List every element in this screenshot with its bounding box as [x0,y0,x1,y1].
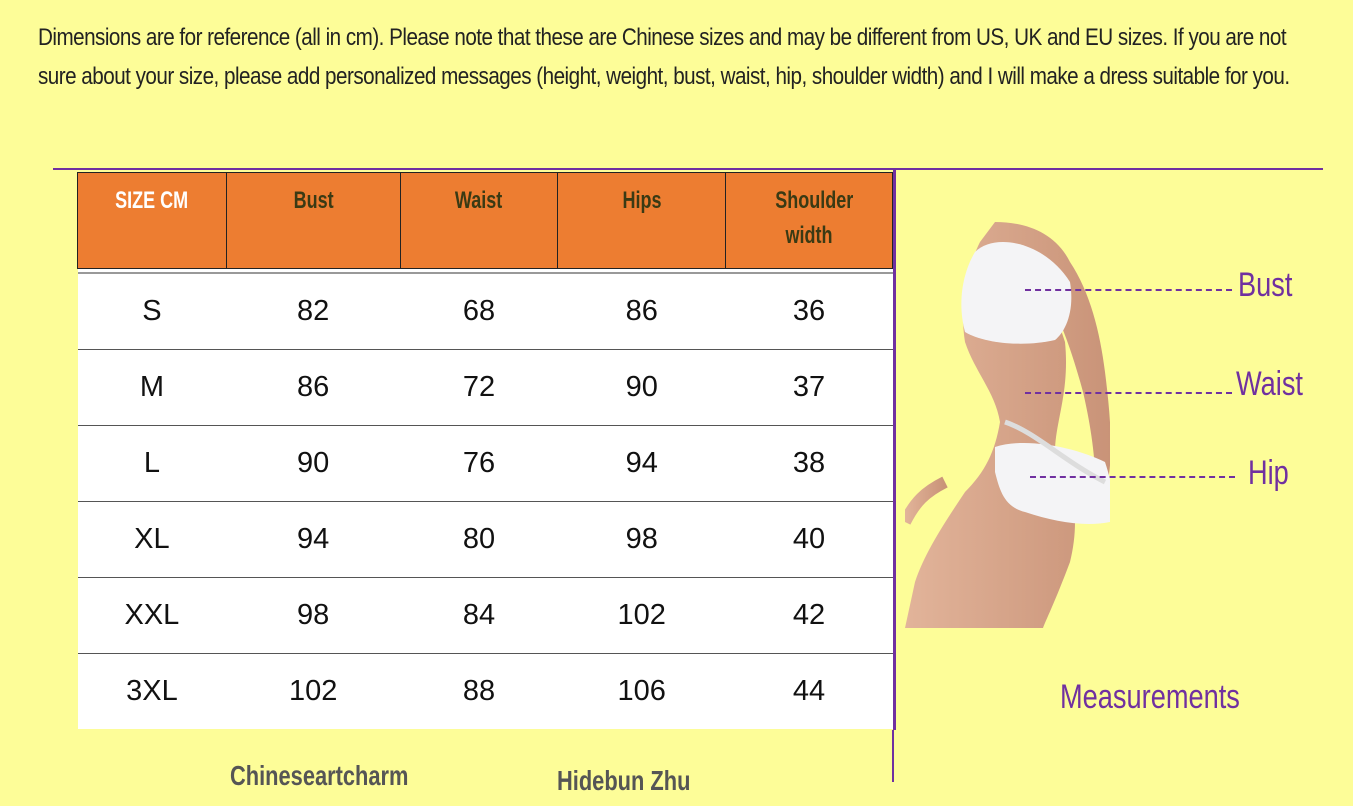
table-cell: 68 [400,273,558,350]
table-row: M 86 72 90 37 [77,349,893,426]
divider-horizontal [53,168,1323,170]
hip-label: Hip [1248,454,1289,492]
table-row: XL 94 80 98 40 [77,501,893,578]
hip-line [1030,476,1235,478]
table-cell: 40 [725,501,893,578]
waist-label: Waist [1236,365,1303,403]
table-cell: 42 [725,577,893,654]
body-measurement-illustration [905,222,1110,628]
table-cell: 98 [557,501,726,578]
table-header-row: SIZE CM Bust Waist Hips Shoulder width [77,172,893,269]
table-cell: 37 [725,349,893,426]
table-cell: 88 [400,653,558,729]
size-table: SIZE CM Bust Waist Hips Shoulder width S… [77,172,893,729]
table-cell: S [77,273,227,350]
table-cell: 3XL [77,653,227,729]
table-cell: L [77,425,227,502]
table-row: L 90 76 94 38 [77,425,893,502]
waist-line [1025,392,1232,394]
table-cell: M [77,349,227,426]
table-cell: 90 [226,425,401,502]
table-cell: 102 [557,577,726,654]
table-cell: 82 [226,273,401,350]
table-cell: 94 [226,501,401,578]
table-cell: XXL [77,577,227,654]
header-shoulder: Shoulder width [725,172,893,269]
table-cell: 86 [557,273,726,350]
table-cell: XL [77,501,227,578]
table-cell: 44 [725,653,893,729]
table-cell: 106 [557,653,726,729]
footer-author: Hidebun Zhu [557,765,691,796]
table-row: S 82 68 86 36 [77,273,893,350]
bust-line [1025,289,1232,291]
table-cell: 36 [725,273,893,350]
header-size: SIZE CM [77,172,227,269]
intro-text: Dimensions are for reference (all in cm)… [38,24,1290,90]
header-hips: Hips [557,172,727,269]
divider-vertical [893,170,896,730]
table-cell: 84 [400,577,558,654]
table-row: XXL 98 84 102 42 [77,577,893,654]
measurements-caption: Measurements [1060,678,1240,716]
table-cell: 80 [400,501,558,578]
table-cell: 86 [226,349,401,426]
table-cell: 94 [557,425,726,502]
table-cell: 102 [226,653,401,729]
table-row: 3XL 102 88 106 44 [77,653,893,729]
header-waist: Waist [399,172,559,269]
header-bust: Bust [225,172,401,269]
divider-vertical-lower [892,730,894,782]
table-cell: 98 [226,577,401,654]
table-cell: 76 [400,425,558,502]
table-cell: 38 [725,425,893,502]
footer-brand: Chineseartcharm [230,760,409,791]
table-cell: 72 [400,349,558,426]
table-cell: 90 [557,349,726,426]
bust-label: Bust [1238,266,1293,304]
